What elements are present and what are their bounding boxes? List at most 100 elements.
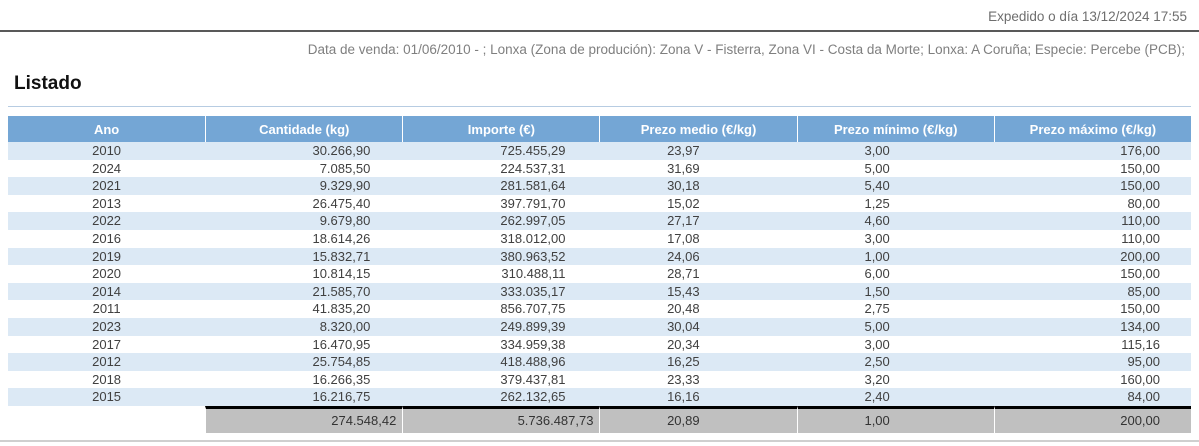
value-cell: 23,97 — [599, 142, 797, 160]
value-cell: 15.832,71 — [205, 247, 403, 266]
table-row: 2019 15.832,71 380.963,52 24,06 1,00 200,00 — [8, 247, 1191, 266]
value-cell: 16.216,75 — [205, 388, 403, 406]
value-cell: 6,00 — [796, 265, 994, 283]
value-cell: 150,00 — [993, 159, 1191, 178]
value-cell: 24,06 — [599, 247, 797, 266]
value-cell: 110,00 — [993, 212, 1191, 230]
value-cell: 16,16 — [599, 388, 797, 406]
value-cell: 15,02 — [599, 194, 797, 213]
table-body: 2010 30.266,90 725.455,29 23,97 3,00 176,00 20… — [8, 142, 1191, 406]
value-cell: 95,00 — [993, 353, 1191, 371]
title-divider — [8, 106, 1191, 107]
value-cell: 85,00 — [993, 282, 1191, 301]
value-cell: 84,00 — [993, 388, 1191, 406]
value-cell: 318.012,00 — [402, 229, 600, 248]
year-cell: 2012 — [8, 353, 206, 371]
value-cell: 1,00 — [796, 247, 994, 266]
year-cell: 2016 — [8, 229, 206, 248]
table-row: 2012 25.754,85 418.488,96 16,25 2,50 95,00 — [8, 353, 1191, 371]
totals-empty-cell — [8, 405, 206, 433]
table-row: 2011 41.835,20 856.707,75 20,48 2,75 150,00 — [8, 300, 1191, 318]
value-cell: 21.585,70 — [205, 282, 403, 301]
year-cell: 2021 — [8, 177, 206, 195]
value-cell: 725.455,29 — [402, 142, 600, 160]
column-header: Ano — [8, 116, 206, 142]
value-cell: 15,43 — [599, 282, 797, 301]
expedition-bar: Expedido o día 13/12/2024 17:55 — [0, 0, 1199, 32]
table-row: 2018 16.266,35 379.437,81 23,33 3,20 160,00 — [8, 370, 1191, 389]
value-cell: 200,00 — [993, 247, 1191, 266]
value-cell: 9.679,80 — [205, 212, 403, 230]
value-cell: 2,50 — [796, 353, 994, 371]
value-cell: 27,17 — [599, 212, 797, 230]
table-head: Ano Cantidade (kg) Importe (€) Prezo medio … — [8, 116, 1191, 142]
value-cell: 80,00 — [993, 194, 1191, 213]
column-header: Prezo máximo (€/kg) — [993, 116, 1191, 142]
totals-value-cell: 200,00 — [993, 405, 1191, 433]
totals-value-cell: 1,00 — [796, 405, 994, 433]
value-cell: 334.959,38 — [402, 335, 600, 354]
year-cell: 2013 — [8, 194, 206, 213]
value-cell: 224.537,31 — [402, 159, 600, 178]
year-cell: 2015 — [8, 388, 206, 406]
table-row: 2020 10.814,15 310.488,11 28,71 6,00 150,00 — [8, 265, 1191, 283]
value-cell: 379.437,81 — [402, 370, 600, 389]
column-header: Prezo mínimo (€/kg) — [796, 116, 994, 142]
value-cell: 30.266,90 — [205, 142, 403, 160]
totals-value-cell: 5.736.487,73 — [402, 405, 600, 433]
value-cell: 3,20 — [796, 370, 994, 389]
filter-summary: Data de venda: 01/06/2010 - ; Lonxa (Zon… — [307, 42, 1185, 57]
table-row: 2024 7.085,50 224.537,31 31,69 5,00 150,00 — [8, 159, 1191, 178]
value-cell: 31,69 — [599, 159, 797, 178]
value-cell: 5,00 — [796, 159, 994, 178]
column-header: Importe (€) — [402, 116, 600, 142]
value-cell: 333.035,17 — [402, 282, 600, 301]
value-cell: 20,34 — [599, 335, 797, 354]
value-cell: 150,00 — [993, 177, 1191, 195]
table-foot: 274.548,42 5.736.487,73 20,89 1,00 200,00 — [8, 405, 1191, 433]
value-cell: 23,33 — [599, 370, 797, 389]
value-cell: 310.488,11 — [402, 265, 600, 283]
value-cell: 2,40 — [796, 388, 994, 406]
totals-value-cell: 274.548,42 — [205, 405, 403, 433]
page-title: Listado — [14, 73, 82, 94]
value-cell: 110,00 — [993, 229, 1191, 248]
expedition-timestamp: Expedido o día 13/12/2024 17:55 — [988, 9, 1187, 24]
results-table: Ano Cantidade (kg) Importe (€) Prezo medio … — [8, 116, 1191, 433]
year-cell: 2014 — [8, 282, 206, 301]
value-cell: 30,18 — [599, 177, 797, 195]
value-cell: 18.614,26 — [205, 229, 403, 248]
value-cell: 5,00 — [796, 317, 994, 336]
totals-row: 274.548,42 5.736.487,73 20,89 1,00 200,00 — [8, 405, 1191, 433]
totals-value-cell: 20,89 — [599, 405, 797, 433]
value-cell: 9.329,90 — [205, 177, 403, 195]
value-cell: 115,16 — [993, 335, 1191, 354]
value-cell: 7.085,50 — [205, 159, 403, 178]
value-cell: 3,00 — [796, 142, 994, 160]
table-row: 2022 9.679,80 262.997,05 27,17 4,60 110,00 — [8, 212, 1191, 230]
value-cell: 41.835,20 — [205, 300, 403, 318]
value-cell: 30,04 — [599, 317, 797, 336]
value-cell: 3,00 — [796, 335, 994, 354]
value-cell: 856.707,75 — [402, 300, 600, 318]
value-cell: 150,00 — [993, 300, 1191, 318]
table-row: 2014 21.585,70 333.035,17 15,43 1,50 85,00 — [8, 282, 1191, 301]
value-cell: 8.320,00 — [205, 317, 403, 336]
value-cell: 16.266,35 — [205, 370, 403, 389]
year-cell: 2019 — [8, 247, 206, 266]
year-cell: 2010 — [8, 142, 206, 160]
value-cell: 2,75 — [796, 300, 994, 318]
value-cell: 262.997,05 — [402, 212, 600, 230]
value-cell: 134,00 — [993, 317, 1191, 336]
table-header-row: Ano Cantidade (kg) Importe (€) Prezo medio … — [8, 116, 1191, 142]
table-row: 2010 30.266,90 725.455,29 23,97 3,00 176,00 — [8, 142, 1191, 160]
value-cell: 1,25 — [796, 194, 994, 213]
value-cell: 3,00 — [796, 229, 994, 248]
year-cell: 2024 — [8, 159, 206, 178]
value-cell: 17,08 — [599, 229, 797, 248]
value-cell: 16,25 — [599, 353, 797, 371]
year-cell: 2018 — [8, 370, 206, 389]
value-cell: 150,00 — [993, 265, 1191, 283]
table-row: 2017 16.470,95 334.959,38 20,34 3,00 115,16 — [8, 335, 1191, 354]
